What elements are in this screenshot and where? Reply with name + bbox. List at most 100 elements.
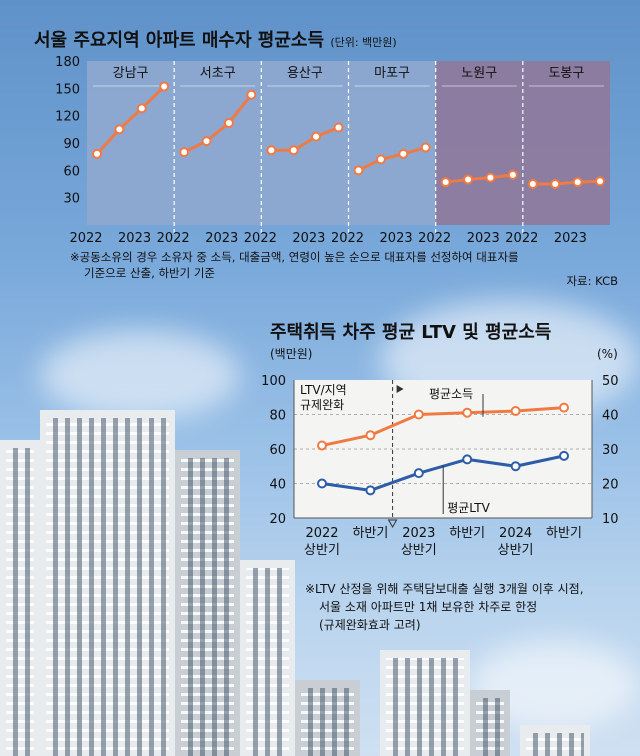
x-tick-label: 2023	[554, 231, 587, 246]
data-point	[413, 409, 424, 420]
y-tick-label: 90	[63, 137, 80, 152]
data-point	[398, 148, 409, 159]
x-tick-label: 하반기	[352, 526, 388, 541]
x-tick-label: 하반기	[546, 526, 582, 541]
district-label: 강남구	[113, 66, 149, 81]
district-label: 도봉구	[548, 66, 584, 81]
data-point	[114, 124, 125, 135]
x-tick-label: 2022	[305, 526, 338, 541]
x-tick-label: 2022	[157, 231, 190, 246]
right-tick-label: 30	[602, 443, 619, 458]
district-label: 마포구	[374, 66, 410, 81]
data-point	[527, 179, 538, 189]
data-point	[266, 145, 277, 156]
apartment-building	[40, 410, 175, 756]
y-tick-label: 180	[55, 55, 80, 70]
data-point	[440, 177, 451, 188]
chart1-footnote: ※공동소유의 경우 소유자 중 소득, 대출금액, 연령이 높은 순으로 대표자…	[70, 249, 519, 281]
data-point	[595, 176, 605, 187]
chart1-footnote-line1: ※공동소유의 경우 소유자 중 소득, 대출금액, 연령이 높은 순으로 대표자…	[70, 250, 519, 264]
data-point	[550, 179, 561, 189]
data-point	[317, 440, 327, 451]
data-point	[179, 147, 190, 158]
chart1-unit: (단위: 백만원)	[330, 36, 397, 49]
panel-background	[435, 61, 523, 225]
data-point	[92, 148, 102, 159]
chart2-footnote: ※LTV 산정을 위해 주택담보대출 실행 3개월 이후 시점, 서울 소재 아…	[305, 580, 584, 634]
annotation-text: LTV/지역	[300, 383, 347, 397]
data-point	[288, 145, 299, 156]
right-tick-label: 10	[602, 512, 619, 527]
right-tick-label: 40	[602, 409, 619, 424]
left-axis-unit: (백만원)	[270, 347, 312, 361]
data-point	[311, 131, 322, 142]
data-point	[413, 468, 424, 479]
ltv-series-label: 평균LTV	[447, 501, 490, 515]
x-tick-label: 2022	[69, 231, 102, 246]
cloud	[40, 330, 240, 420]
annotation-arrow	[396, 385, 404, 393]
data-point	[136, 103, 147, 114]
left-tick-label: 60	[269, 443, 286, 458]
x-tick-label: 2023	[402, 526, 435, 541]
series-line-용산구	[271, 126, 340, 152]
data-point	[559, 402, 569, 413]
x-tick-label: 2023	[380, 231, 413, 246]
series-line-서초구	[183, 93, 253, 154]
x-tick-label: 상반기	[498, 543, 534, 558]
left-tick-label: 40	[269, 478, 286, 493]
x-tick-label: 2023	[205, 231, 238, 246]
x-tick-label: 하반기	[449, 526, 485, 541]
data-point	[333, 122, 344, 133]
x-tick-label: 2022	[418, 231, 451, 246]
panel-background	[348, 61, 436, 225]
data-point	[559, 450, 569, 461]
right-tick-label: 50	[602, 374, 619, 389]
x-tick-label: 2023	[467, 231, 500, 246]
apartment-building	[0, 440, 40, 756]
district-label: 서초구	[200, 66, 236, 81]
chart1-source: 자료: KCB	[566, 274, 618, 288]
panel-background	[522, 61, 610, 225]
data-point	[375, 154, 386, 165]
y-tick-label: 60	[63, 164, 80, 179]
apartment-building	[470, 690, 510, 756]
chart2-footnote-line1: ※LTV 산정을 위해 주택담보대출 실행 3개월 이후 시점,	[305, 582, 584, 596]
apartment-building	[520, 725, 590, 756]
data-point	[510, 461, 521, 472]
panel-background	[174, 61, 262, 225]
apartment-building	[175, 450, 240, 756]
x-tick-label: 2023	[118, 231, 151, 246]
data-point	[246, 89, 257, 100]
district-label: 용산구	[287, 66, 323, 81]
data-point	[365, 485, 376, 496]
x-tick-label: 2024	[499, 526, 532, 541]
series-line-마포구	[357, 146, 427, 172]
district-label: 노원구	[461, 66, 497, 81]
data-point	[353, 165, 364, 176]
y-tick-label: 120	[55, 110, 80, 125]
apartment-building	[295, 680, 360, 756]
x-tick-label: 2022	[331, 231, 364, 246]
data-point	[510, 406, 521, 417]
x-tick-label: 2022	[244, 231, 277, 246]
data-point	[507, 169, 518, 180]
chart2-footnote-line2: 서울 소재 아파트만 1채 보유한 차주로 한정	[319, 600, 538, 614]
data-point	[201, 136, 212, 147]
chart1-footnote-line2: 기준으로 산출, 하반기 기준	[84, 266, 216, 280]
chart2-footnote-line3: (규제완화효과 고려)	[319, 618, 421, 632]
chart1-title: 서울 주요지역 아파트 매수자 평균소득	[34, 30, 325, 51]
regulation-marker-arrow	[387, 519, 398, 529]
right-axis-unit: (%)	[597, 347, 618, 361]
series-line-평균소득	[321, 406, 565, 448]
x-tick-label: 2023	[292, 231, 325, 246]
left-tick-label: 80	[269, 409, 286, 424]
annotation-text: 규제완화	[300, 398, 344, 412]
chart2-title: 주택취득 차주 평균 LTV 및 평균소득	[270, 322, 552, 343]
data-point	[485, 172, 496, 183]
series-line-노원구	[445, 173, 514, 184]
right-tick-label: 20	[602, 478, 619, 493]
data-point	[223, 117, 234, 128]
y-tick-label: 30	[63, 192, 80, 207]
y-tick-label: 150	[55, 82, 80, 97]
